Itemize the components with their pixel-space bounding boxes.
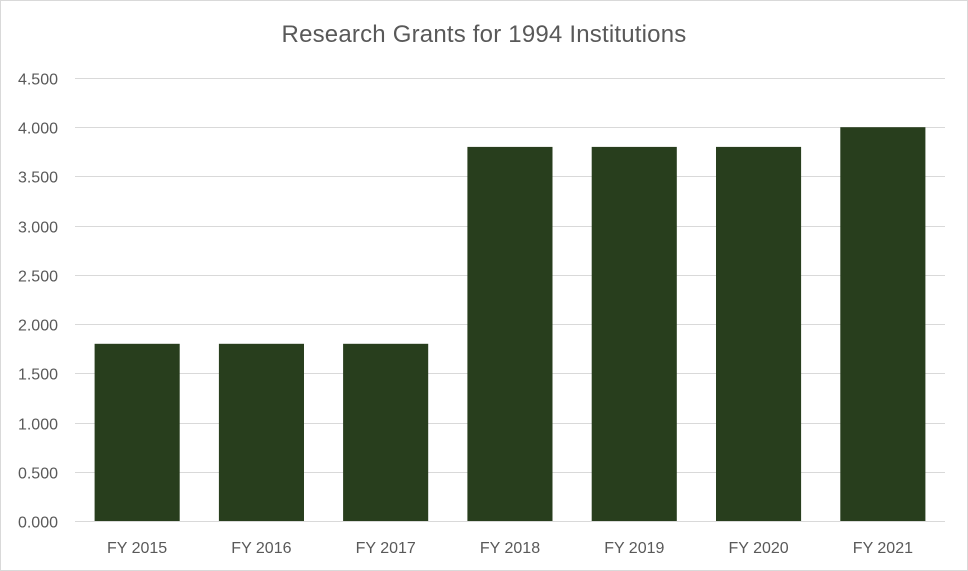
y-tick-label: 3.500 (18, 170, 58, 187)
y-tick-label: 2.500 (18, 269, 58, 286)
x-tick-label: FY 2019 (604, 540, 664, 557)
bar (591, 146, 677, 521)
bar (840, 127, 926, 521)
y-tick-label: 4.500 (18, 72, 58, 89)
x-tick-label: FY 2017 (356, 540, 416, 557)
x-tick-label: FY 2016 (231, 540, 291, 557)
x-tick-label: FY 2021 (853, 540, 913, 557)
y-tick-label: 3.000 (18, 220, 58, 237)
y-axis-tick-labels: 0.000 0.500 1.000 1.500 2.000 2.500 3.000 3.500… (18, 72, 58, 532)
bar (94, 343, 180, 521)
bar (343, 343, 429, 521)
y-tick-label: 1.000 (18, 417, 58, 434)
bar (716, 146, 802, 521)
y-tick-label: 0.500 (18, 466, 58, 483)
y-tick-label: 2.000 (18, 318, 58, 335)
bar (467, 146, 553, 521)
x-axis-tick-labels: FY 2015 FY 2016 FY 2017 FY 2018 FY 2019 FY 20… (107, 540, 913, 557)
bar (218, 343, 304, 521)
y-tick-label: 1.500 (18, 367, 58, 384)
chart-title: Research Grants for 1994 Institutions (281, 21, 687, 48)
x-tick-label: FY 2015 (107, 540, 167, 557)
x-tick-label: FY 2018 (480, 540, 540, 557)
bars (94, 127, 926, 521)
y-tick-label: 0.000 (18, 515, 58, 532)
y-tick-label: 4.000 (18, 121, 58, 138)
x-tick-label: FY 2020 (728, 540, 788, 557)
